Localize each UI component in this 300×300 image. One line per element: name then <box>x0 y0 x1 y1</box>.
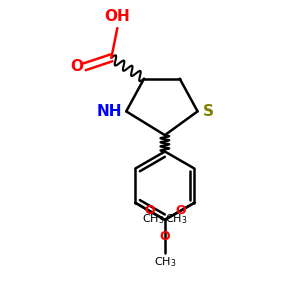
Text: O: O <box>144 204 155 218</box>
Text: NH: NH <box>96 104 122 119</box>
Text: O: O <box>160 230 170 243</box>
Text: O: O <box>70 59 83 74</box>
Text: O: O <box>175 204 186 218</box>
Text: CH$_3$: CH$_3$ <box>154 256 176 269</box>
Text: CH$_3$: CH$_3$ <box>165 212 188 226</box>
Text: CH$_3$: CH$_3$ <box>142 212 165 226</box>
Text: S: S <box>203 104 214 119</box>
Text: OH: OH <box>104 9 130 24</box>
